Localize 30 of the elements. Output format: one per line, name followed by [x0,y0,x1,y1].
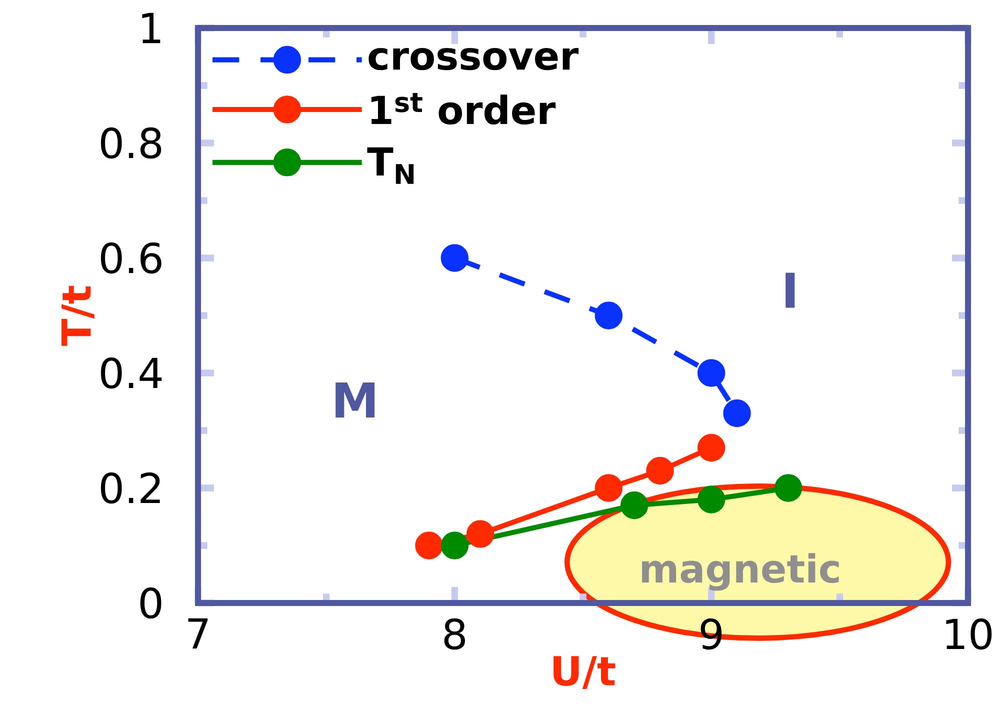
point [723,399,751,428]
annotation: magnetic [642,553,839,591]
y-tick-label: 0.2 [100,472,160,504]
annotation: I [786,272,795,308]
x-tick-label: 10 [946,618,992,650]
y-tick-label: 1 [142,12,160,44]
point [440,244,469,272]
y-axis-title: T/t [62,286,94,346]
y-tick-label: 0.8 [100,127,162,159]
point [646,456,674,485]
point [466,520,494,548]
x-tick-label: 8 [444,618,466,650]
point [440,532,469,560]
point [594,302,623,330]
y-tick-label: 0 [140,587,162,619]
point [697,486,726,514]
point [415,532,443,560]
point [620,491,648,520]
y-tick-label: 0.6 [100,242,162,274]
y-tick-label: 0.4 [100,357,162,389]
point [697,434,726,462]
legend-label: crossover [368,48,579,70]
x-axis-title: U/t [554,656,616,689]
point [594,474,623,502]
annotation: M [336,382,375,418]
legend-label: T$_{N}$ [367,147,414,184]
x-tick-label: 7 [188,618,208,649]
point [697,359,726,387]
legend-label: 1$^{st}$ order [371,92,556,125]
point [774,474,802,502]
